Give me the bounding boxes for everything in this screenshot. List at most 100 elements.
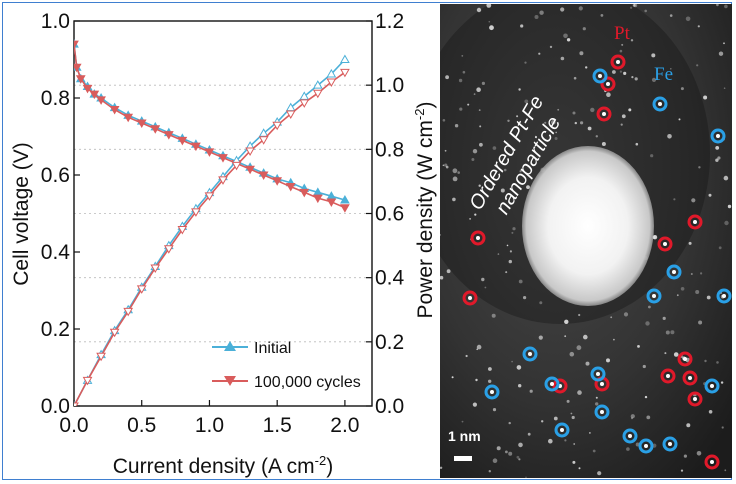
fe-atom-core — [658, 102, 662, 106]
y-left-tick-label: 0.4 — [41, 241, 71, 264]
atom-speckle — [488, 379, 492, 383]
atom-speckle — [623, 71, 627, 75]
fe-atom-marker — [622, 428, 638, 444]
series-cycles-power-point — [285, 110, 296, 120]
atom-speckle — [452, 168, 458, 174]
scale-bar-label: 1 nm — [448, 428, 481, 444]
atom-speckle — [578, 467, 581, 470]
atom-speckle — [489, 25, 494, 31]
y-right-tick-label: 0.2 — [375, 331, 404, 354]
atom-speckle — [492, 146, 497, 150]
atom-speckle — [723, 42, 725, 45]
atom-speckle — [631, 76, 634, 79]
pt-atom-core — [710, 460, 714, 464]
atom-speckle — [664, 352, 667, 355]
atom-speckle — [564, 439, 567, 442]
series-cycles-power-point — [177, 226, 188, 235]
atom-speckle — [481, 81, 485, 85]
y-axis-left: 0.0 0.2 0.4 0.6 0.8 1.0 — [41, 10, 80, 418]
fe-atom-core — [550, 382, 554, 386]
series-cycles-voltage-point — [285, 183, 296, 192]
atom-speckle — [459, 107, 463, 111]
atom-speckle — [526, 185, 530, 190]
atom-speckle — [445, 75, 449, 80]
atom-speckle — [476, 348, 478, 351]
pt-atom-core — [606, 82, 610, 86]
atom-speckle — [454, 124, 459, 128]
fe-atom-core — [644, 444, 648, 448]
atom-speckle — [472, 149, 478, 154]
atom-speckle — [718, 51, 724, 56]
atom-speckle — [576, 345, 582, 351]
atom-speckle — [716, 4, 719, 7]
atom-speckle — [652, 235, 658, 240]
atom-speckle — [630, 414, 635, 419]
pt-atom-marker — [687, 391, 703, 407]
legend-marker-cycles — [224, 376, 236, 386]
legend-label-initial: Initial — [254, 340, 291, 357]
atom-speckle — [645, 321, 650, 326]
atom-speckle — [582, 27, 586, 31]
x-axis-label: Current density (A cm-2) — [113, 453, 333, 478]
x-tick-label: 1.5 — [263, 414, 292, 437]
fe-atom-core — [652, 294, 656, 298]
series-cycles-power-point — [191, 208, 201, 217]
atom-speckle — [497, 253, 500, 255]
series-cycles-voltage-point — [258, 171, 269, 181]
pt-atom-marker — [462, 290, 478, 306]
atom-speckle — [518, 384, 522, 388]
fe-atom-marker — [522, 346, 538, 362]
fe-atom-marker — [652, 96, 668, 112]
series-initial-power-point — [340, 54, 350, 63]
series-cycles-voltage-point — [136, 119, 147, 129]
atom-speckle — [578, 313, 581, 317]
atom-speckle — [563, 33, 568, 39]
series-cycles-power-point — [218, 176, 228, 185]
atom-speckle — [484, 286, 487, 289]
pt-atom-marker — [596, 106, 612, 122]
atom-speckle — [695, 290, 700, 294]
atom-speckle — [673, 352, 679, 357]
y-axis-left-label: Cell voltage (V) — [10, 142, 33, 286]
atom-speckle — [718, 246, 722, 250]
atom-speckle — [619, 49, 623, 53]
fe-atom-marker — [592, 68, 608, 84]
atom-speckle — [720, 381, 724, 384]
atom-speckle — [680, 87, 684, 91]
series-cycles-power-line — [74, 71, 346, 406]
series-cycles-voltage-point — [340, 204, 350, 213]
atom-markers — [462, 54, 732, 470]
atom-speckle — [595, 402, 599, 406]
pt-label: Pt — [614, 23, 631, 44]
atom-speckle — [508, 421, 511, 425]
atom-speckle — [539, 10, 544, 15]
atom-speckle — [698, 320, 703, 325]
y-axis-right-label: Power density (W cm-2) — [412, 102, 437, 319]
fe-atom-core — [560, 428, 564, 432]
atom-speckle — [476, 7, 482, 13]
atom-speckle — [462, 70, 466, 74]
atom-speckle — [589, 432, 591, 434]
y-axis-right: 0.0 0.2 0.4 0.6 0.8 1.0 1.2 — [366, 10, 405, 418]
fe-atom-marker — [594, 404, 610, 420]
fe-atom-marker — [638, 438, 654, 454]
atom-speckle — [476, 344, 482, 350]
atom-speckle — [667, 134, 672, 139]
series-cycles-voltage-point — [109, 106, 120, 115]
atom-speckle — [538, 52, 541, 55]
series-initial-power-point — [312, 80, 323, 89]
series-cycles-power-point — [82, 376, 93, 386]
atom-speckle — [518, 88, 521, 91]
atom-speckle — [445, 165, 449, 169]
series-cycles-voltage-point — [96, 96, 106, 105]
y-right-tick-label: 0.0 — [375, 395, 404, 418]
atom-speckle — [592, 449, 596, 453]
atom-speckle — [715, 146, 720, 150]
series-initial-power-point — [326, 68, 337, 78]
atom-speckle — [560, 7, 565, 12]
atom-speckle — [500, 188, 505, 193]
atom-speckle — [524, 99, 529, 104]
atom-speckle — [457, 171, 460, 174]
fuel-cell-chart: 0.0 0.5 1.0 1.5 2.0 0.00.20.40.60.81.0 0.00.… — [10, 10, 437, 478]
atom-speckle — [723, 175, 729, 181]
